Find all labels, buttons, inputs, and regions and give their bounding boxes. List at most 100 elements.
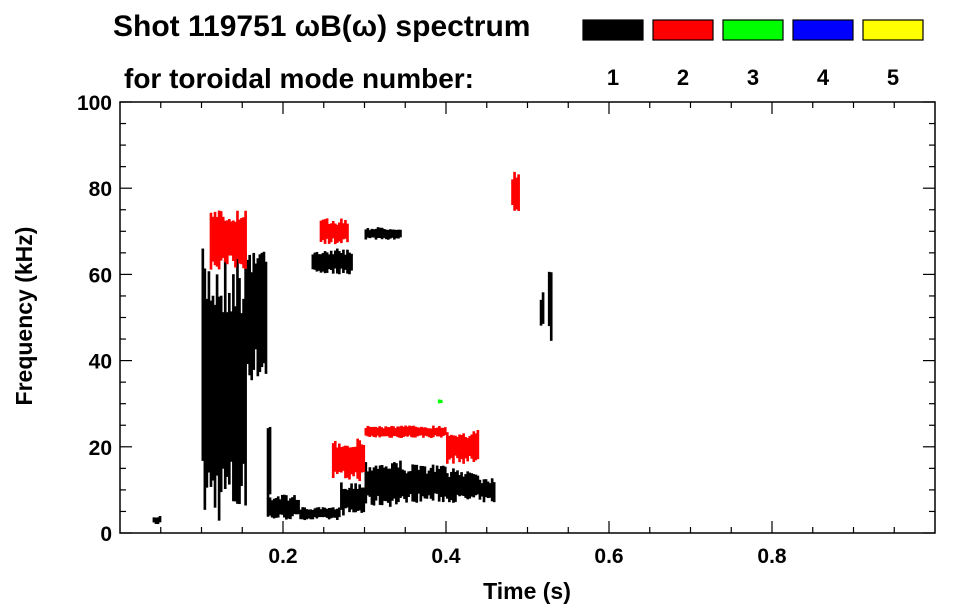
spectrum-strip <box>364 462 368 504</box>
spectrum-strip <box>384 229 388 240</box>
spectrum-strip <box>356 438 359 479</box>
spectrum-strip <box>433 471 437 494</box>
spectrum-strip <box>420 426 423 436</box>
spectrum-strip <box>388 427 391 438</box>
spectrum-strip <box>344 445 347 479</box>
spectrum-strip <box>295 499 298 515</box>
spectrum-strip <box>450 434 453 459</box>
spectrum-strip <box>419 465 423 502</box>
spectrum-strip <box>368 230 372 239</box>
spectrum-strip <box>242 217 245 269</box>
spectrum-strip <box>468 472 472 499</box>
spectrum-strip <box>378 227 382 239</box>
spectrum-strip <box>439 399 443 404</box>
spectrum-strip <box>291 497 294 517</box>
spectrum-strip <box>386 229 390 240</box>
spectrum-strip <box>270 500 274 518</box>
spectrum-strip <box>454 435 457 456</box>
spectrum-strip <box>346 489 349 508</box>
spectrum-strip <box>446 432 449 464</box>
spectrum-strip <box>227 219 231 256</box>
spectrum-strip <box>244 252 247 506</box>
spectrum-strip <box>374 465 378 501</box>
spectrum-strip <box>227 292 231 485</box>
spectrum-strip <box>285 495 288 520</box>
spectrum-strip <box>342 446 345 471</box>
mode-1-region-11 <box>311 248 353 275</box>
spectrum-strip <box>486 481 490 499</box>
spectrum-strip <box>276 496 280 518</box>
spectrum-strip <box>244 210 247 269</box>
spectrum-strip <box>319 254 323 273</box>
spectrum-strip <box>331 254 335 274</box>
spectrum-strip <box>362 487 366 513</box>
spectrum-strip <box>380 427 383 437</box>
spectrum-strip <box>386 427 389 437</box>
spectrum-strip <box>348 252 351 275</box>
spectrum-strip <box>223 257 227 489</box>
spectrum-strip <box>394 428 397 437</box>
spectrum-strip <box>338 251 341 275</box>
y-tick-label: 20 <box>89 437 112 460</box>
spectrum-strip <box>268 426 272 495</box>
mode-2-region-1 <box>209 210 247 270</box>
spectrum-strip <box>440 427 443 438</box>
spectrum-strip <box>348 487 351 513</box>
spectrum-strip <box>441 465 445 503</box>
spectrum-strip <box>438 426 441 437</box>
spectrum-strip <box>399 229 402 238</box>
spectrum-strip <box>462 476 465 496</box>
spectrum-strip <box>240 313 243 486</box>
spectrum-strip <box>238 278 241 505</box>
spectrum-strip <box>393 229 396 240</box>
spectrum-strip <box>225 312 229 477</box>
legend-swatch-1 <box>582 19 644 41</box>
spectrum-strip <box>340 482 343 510</box>
spectrum-strip <box>416 427 419 437</box>
spectrum-strip <box>429 467 433 499</box>
spectrum-strip <box>368 467 372 497</box>
spectrum-strip <box>431 464 435 501</box>
spectrum-strip <box>366 471 370 496</box>
spectrum-strip <box>315 507 319 519</box>
spectrum-strip <box>358 440 362 482</box>
spectrum-strip <box>323 219 327 244</box>
spectrum-strip <box>409 471 412 495</box>
spectrum-strip <box>278 499 282 515</box>
spectrum-strip <box>335 248 339 274</box>
spectrum-strip <box>331 443 335 479</box>
spectrum-strip <box>412 425 415 438</box>
legend-label-2: 2 <box>677 65 689 90</box>
mode-3-region-1 <box>437 399 443 404</box>
spectrum-strip <box>384 466 388 502</box>
mode-2-region-2 <box>319 218 349 245</box>
spectrum-strip <box>338 507 341 518</box>
legend: 1 2 3 4 5 <box>582 19 924 90</box>
spectrum-strip <box>346 223 349 243</box>
spectrum-strip <box>424 427 427 436</box>
spectrum-strip <box>338 443 341 472</box>
spectrum-strip <box>242 298 245 464</box>
spectrum-strip <box>399 460 402 498</box>
spectrum-strip <box>436 427 439 437</box>
spectrum-strip <box>464 474 467 498</box>
spectrum-strip <box>299 509 302 520</box>
spectrum-strip <box>333 509 337 518</box>
spectrum-strip <box>541 292 545 324</box>
spectrum-strip <box>397 467 400 503</box>
spectrum-strip <box>401 469 404 497</box>
spectrum-strip <box>258 254 262 373</box>
spectrum-strip <box>549 272 553 341</box>
x-tick-label: 0.2 <box>268 545 297 568</box>
spectrum-strip <box>254 263 258 350</box>
spectrum-strip <box>256 258 260 377</box>
spectrum-strip <box>428 428 431 438</box>
spectrum-strip <box>390 463 394 501</box>
spectrum-strip <box>344 488 347 509</box>
spectrum-strip <box>207 271 211 473</box>
mode-1-region-15 <box>547 271 553 341</box>
spectrum-strip <box>354 446 357 473</box>
spectrum-marks <box>152 171 553 525</box>
spectrum-strip <box>225 220 229 265</box>
